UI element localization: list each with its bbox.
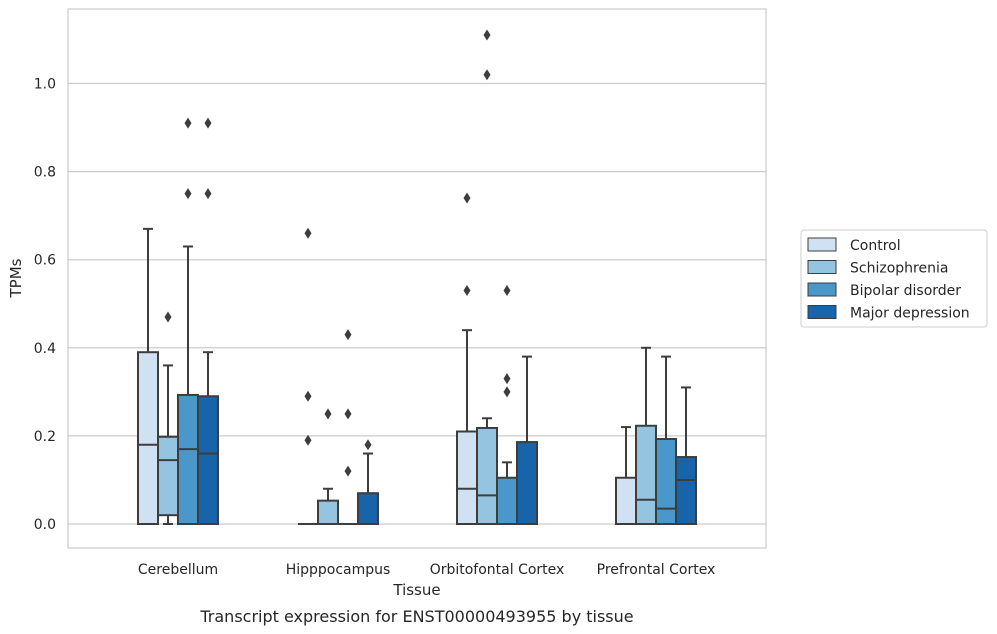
y-tick-label: 1.0 [34, 77, 56, 93]
x-tick-label: Prefrontal Cortex [597, 562, 716, 578]
box-group [615, 426, 637, 525]
legend-label: Schizophrenia [850, 261, 948, 277]
legend-label: Bipolar disorder [850, 283, 961, 299]
outlier-point [344, 465, 352, 477]
legend-item: Schizophrenia [807, 260, 948, 277]
box-group [635, 346, 657, 525]
box-group [516, 355, 538, 525]
outlier-point [204, 117, 212, 129]
y-tick-label: 0.6 [34, 253, 56, 269]
outlier-point [344, 408, 352, 420]
legend: Control Schizophrenia Bipolar disorder Majo… [800, 229, 988, 328]
x-tick-labels: Cerebellum Hipppocampus Orbitofontal Corte… [138, 562, 715, 578]
box-group [338, 329, 358, 525]
legend-item: Control [807, 237, 901, 254]
legend-swatch [807, 305, 837, 319]
box-body [615, 476, 637, 525]
y-tick-label: 0.8 [34, 165, 56, 181]
y-tick-label: 0.2 [34, 429, 56, 445]
outlier-point [483, 29, 491, 41]
outlier-point [184, 117, 192, 129]
box-body [456, 430, 478, 525]
box-body [476, 426, 498, 526]
box-group [476, 29, 498, 526]
outlier-point [483, 69, 491, 81]
legend-swatch [807, 237, 837, 252]
box-body [317, 499, 339, 526]
box-body [655, 437, 677, 525]
outlier-point [463, 285, 471, 297]
box-group [317, 408, 339, 526]
box-group [298, 227, 318, 525]
legend-item: Major depression [807, 305, 970, 322]
outlier-point [463, 192, 471, 204]
chart-caption: Transcript expression for ENST0000049395… [199, 607, 633, 626]
outlier-point [503, 285, 511, 297]
y-tick-labels: 0.0 0.2 0.4 0.6 0.8 1.0 [34, 77, 56, 534]
box-group [655, 355, 677, 525]
box-body [357, 492, 379, 526]
y-axis-label: TPMs [7, 258, 25, 298]
outlier-point [344, 329, 352, 341]
outlier-point [304, 390, 312, 402]
legend-swatch [807, 282, 837, 297]
outlier-point [503, 373, 511, 385]
outlier-point [324, 408, 332, 420]
outlier-point [164, 311, 172, 323]
box-group [197, 117, 219, 526]
y-tick-label: 0.4 [34, 341, 56, 357]
box-body [157, 435, 179, 517]
plot-frame [67, 8, 767, 549]
x-tick-label: Cerebellum [138, 562, 218, 578]
legend-frame [800, 229, 988, 328]
legend-label: Control [850, 238, 901, 254]
box-group [496, 285, 518, 525]
y-tick-label: 0.0 [34, 517, 56, 533]
box-body [197, 395, 219, 526]
box-body [675, 456, 697, 526]
x-tick-label: Orbitofontal Cortex [430, 562, 565, 578]
box-group [157, 311, 179, 525]
box-group [675, 386, 697, 526]
legend-label: Major depression [850, 306, 970, 322]
box-group [357, 439, 379, 526]
box-group [456, 192, 478, 525]
outlier-point [503, 386, 511, 398]
outlier-point [204, 188, 212, 200]
outlier-point [304, 434, 312, 446]
legend-entries: Control Schizophrenia Bipolar disorder Majo… [807, 237, 970, 322]
boxes [137, 29, 697, 526]
legend-swatch [807, 260, 837, 274]
box-body [177, 393, 199, 525]
box-body [137, 351, 159, 525]
outlier-point [364, 439, 372, 451]
outlier-point [184, 188, 192, 200]
legend-item: Bipolar disorder [807, 282, 961, 299]
outlier-point [304, 227, 312, 239]
box-body [516, 441, 538, 525]
x-axis-label: Tissue [392, 581, 440, 599]
x-tick-label: Hipppocampus [286, 562, 391, 578]
box-body [635, 424, 657, 525]
box-body [496, 476, 518, 525]
